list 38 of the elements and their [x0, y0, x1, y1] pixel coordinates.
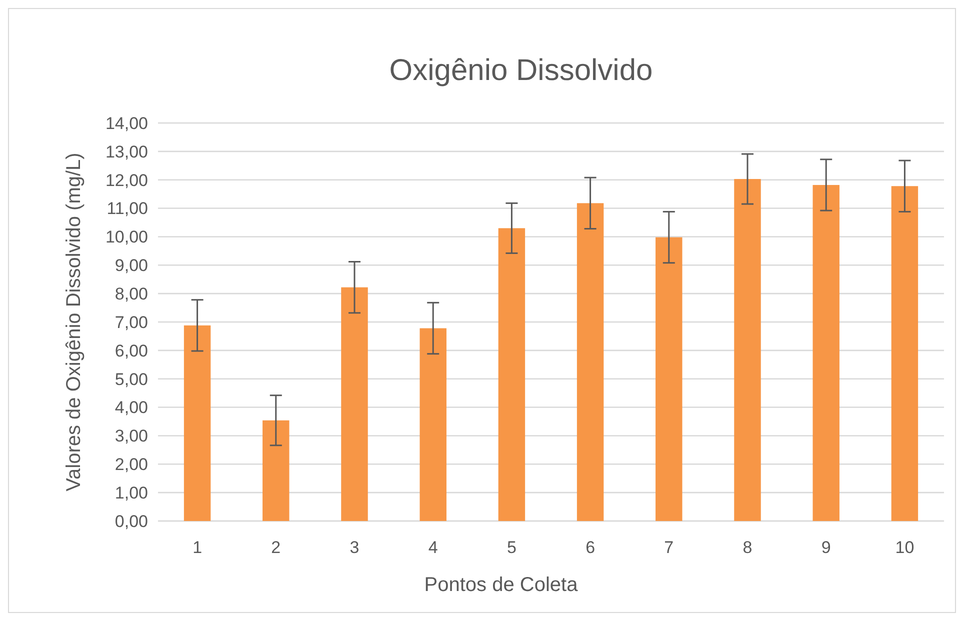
- bar: [262, 420, 290, 521]
- y-tick-label: 7,00: [114, 312, 148, 332]
- y-tick-label: 5,00: [114, 370, 148, 389]
- y-tick-label: 11,00: [106, 199, 148, 218]
- y-axis-title: Valores de Oxigênio Dissolvido (mg/L): [63, 152, 85, 492]
- x-tick-label: 1: [192, 538, 202, 557]
- y-tick-label: 6,00: [114, 341, 148, 360]
- bar: [184, 325, 211, 521]
- y-tick-label: 8,00: [114, 284, 148, 304]
- x-axis-title: Pontos de Coleta: [424, 574, 579, 596]
- x-tick-label: 8: [742, 538, 752, 557]
- bar: [576, 203, 604, 521]
- bar: [812, 184, 840, 521]
- y-tick-label: 3,00: [114, 426, 148, 446]
- y-tick-label: 13,00: [105, 142, 148, 162]
- bar: [734, 179, 761, 521]
- y-tick-label: 12,00: [105, 170, 148, 190]
- y-tick-label: 4,00: [114, 398, 148, 418]
- y-tick-label: 10,00: [105, 228, 148, 247]
- bar: [656, 237, 682, 521]
- x-tick-label: 7: [664, 538, 674, 557]
- bar: [420, 328, 446, 521]
- y-tick-label: 0,00: [114, 512, 148, 531]
- x-tick-label: 5: [506, 538, 516, 557]
- bar: [891, 186, 918, 521]
- y-tick-label: 14,00: [105, 114, 148, 133]
- x-tick-label: 2: [271, 538, 281, 557]
- x-tick-label: 9: [821, 538, 831, 557]
- x-tick-label: 10: [895, 538, 914, 557]
- x-tick-label: 4: [428, 538, 438, 557]
- chart-title: Oxigênio Dissolvido: [389, 54, 653, 87]
- y-tick-label: 2,00: [114, 455, 148, 474]
- x-tick-label: 6: [586, 538, 596, 557]
- bar: [498, 228, 526, 521]
- bar: [341, 287, 368, 521]
- y-tick-label: 1,00: [114, 484, 148, 503]
- x-tick-label: 3: [350, 538, 360, 557]
- y-tick-label: 9,00: [114, 256, 148, 276]
